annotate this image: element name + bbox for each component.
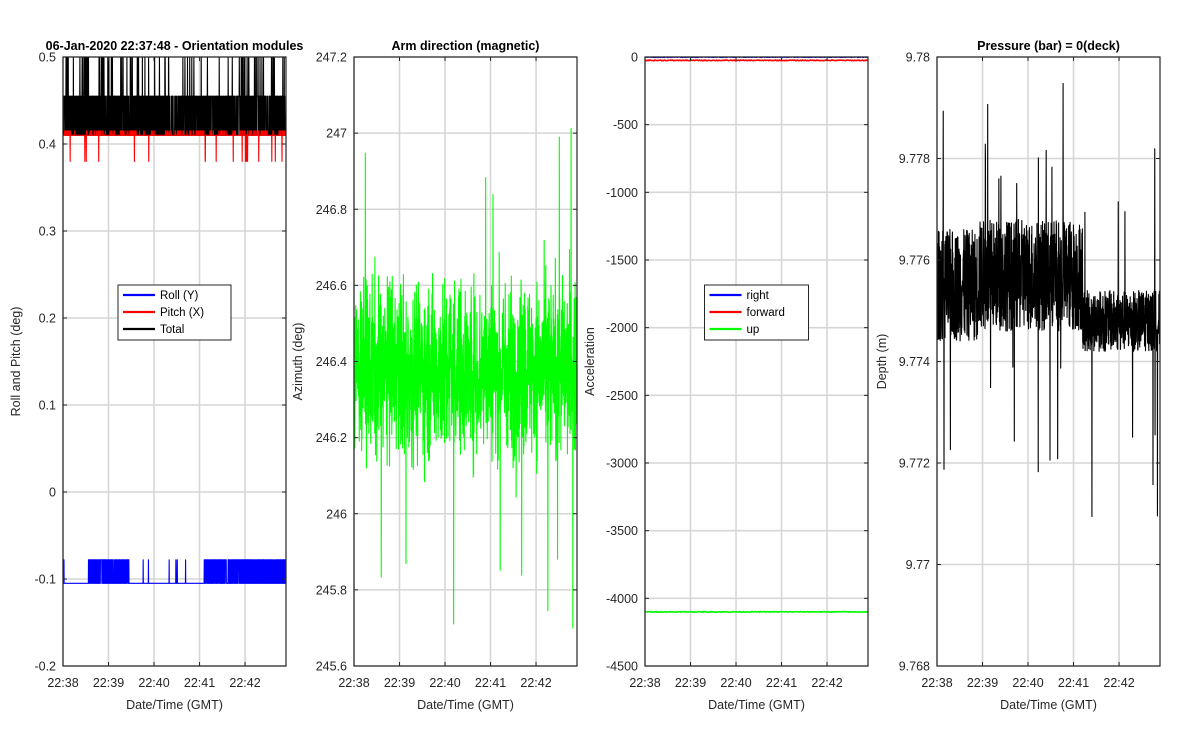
- x-tick-label: 22:41: [1058, 676, 1089, 690]
- y-tick-label: 0.5: [39, 51, 56, 65]
- y-tick-label: 9.772: [899, 457, 930, 471]
- y-tick-label: 246.8: [316, 203, 347, 217]
- x-tick-label: 22:40: [138, 676, 169, 690]
- axes-4: 22:38 22:39 22:40 22:41 22:42 9.768 9.77 9.772 9…: [875, 39, 1161, 712]
- data-group: [354, 127, 577, 629]
- y-tick-label: 246.4: [316, 355, 347, 369]
- y-tick-label: -4000: [606, 592, 638, 606]
- y-tick-label: 245.6: [316, 660, 347, 674]
- x-tick-label: 22:39: [93, 676, 124, 690]
- y-tick-label: -3000: [606, 457, 638, 471]
- x-tick-label: 22:38: [629, 676, 660, 690]
- plot-area: [645, 57, 868, 666]
- series-azimuth: [354, 127, 577, 629]
- y-tick-label: -3500: [606, 524, 638, 538]
- x-axis-label: Date/Time (GMT): [417, 698, 514, 712]
- legend-label: Pitch (X): [160, 307, 204, 319]
- x-tick-label: 22:39: [384, 676, 415, 690]
- y-tick-label: 247.2: [316, 51, 347, 65]
- x-axis-label: Date/Time (GMT): [126, 698, 223, 712]
- x-axis-label: Date/Time (GMT): [1000, 698, 1097, 712]
- data-group: [937, 82, 1160, 518]
- y-axis-label: Roll and Pitch (deg): [9, 307, 23, 417]
- y-tick-label: 247: [326, 127, 347, 141]
- legend-label: right: [747, 290, 770, 302]
- y-tick-label: 9.77: [906, 558, 930, 572]
- x-tick-label: 22:42: [1103, 676, 1134, 690]
- y-tick-label: 9.774: [899, 355, 930, 369]
- y-tick-label: 0: [49, 486, 56, 500]
- y-tick-label: -0.1: [34, 573, 56, 587]
- x-tick-label: 22:38: [47, 676, 78, 690]
- y-tick-label: 246.2: [316, 431, 347, 445]
- x-tick-label: 22:38: [338, 676, 369, 690]
- series-up: [645, 610, 868, 614]
- x-tick-label: 22:40: [1012, 676, 1043, 690]
- series-forward: [645, 59, 868, 62]
- y-tick-label: 9.78: [906, 51, 930, 65]
- legend-label: Total: [160, 324, 184, 336]
- x-tick-label: 22:39: [675, 676, 706, 690]
- y-tick-label: 0.4: [39, 138, 56, 152]
- axes-3: 22:38 22:39 22:40 22:41 22:42 -4500 -4000 -3500…: [583, 51, 869, 712]
- y-tick-label: 245.8: [316, 583, 347, 597]
- data-group: [63, 57, 286, 584]
- series-roll-y-: [63, 559, 286, 584]
- y-tick-label: 246.6: [316, 279, 347, 293]
- series-pitch-x-: [63, 130, 286, 162]
- y-tick-label: -2000: [606, 321, 638, 335]
- x-tick-label: 22:41: [766, 676, 797, 690]
- x-tick-label: 22:42: [811, 676, 842, 690]
- x-tick-label: 22:38: [921, 676, 952, 690]
- x-tick-label: 22:42: [229, 676, 260, 690]
- series-depth: [937, 82, 1160, 518]
- y-axis-label: Azimuth (deg): [291, 323, 305, 401]
- chart-title: Pressure (bar) = 0(deck): [977, 39, 1120, 53]
- y-tick-label: -4500: [606, 660, 638, 674]
- y-tick-label: 9.776: [899, 254, 930, 268]
- y-tick-label: 9.768: [899, 660, 930, 674]
- axes-box: [644, 56, 869, 667]
- y-tick-label: 0.2: [39, 312, 56, 326]
- y-tick-label: 0: [631, 51, 638, 65]
- legend-label: forward: [747, 307, 785, 319]
- y-tick-label: 9.778: [899, 152, 930, 166]
- axes-layer: 22:38 22:39 22:40 22:41 22:42 -0.2 -0.1 0 0.1 0.2…: [9, 39, 1161, 712]
- legend-label: Roll (Y): [160, 290, 199, 302]
- x-tick-label: 22:40: [720, 676, 751, 690]
- x-tick-label: 22:40: [429, 676, 460, 690]
- y-tick-label: -2500: [606, 389, 638, 403]
- x-tick-label: 22:41: [475, 676, 506, 690]
- y-tick-label: -500: [613, 118, 638, 132]
- x-axis-label: Date/Time (GMT): [708, 698, 805, 712]
- x-tick-label: 22:39: [967, 676, 998, 690]
- legend: Roll (Y) Pitch (X) Total: [117, 284, 232, 341]
- x-tick-label: 22:41: [184, 676, 215, 690]
- x-tick-label: 22:42: [520, 676, 551, 690]
- y-axis-label: Acceleration: [583, 327, 597, 396]
- y-tick-label: 246: [326, 507, 347, 521]
- y-tick-label: -1500: [606, 254, 638, 268]
- chart-title: Arm direction (magnetic): [392, 39, 540, 53]
- y-tick-label: 0.3: [39, 225, 56, 239]
- y-tick-label: -0.2: [34, 660, 56, 674]
- legend: right forward up: [704, 284, 809, 341]
- chart-title: 06-Jan-2020 22:37:48 - Orientation modul…: [46, 39, 304, 53]
- axes-1: 22:38 22:39 22:40 22:41 22:42 -0.2 -0.1 0 0.1 0.2…: [9, 39, 303, 712]
- legend-label: up: [747, 324, 760, 336]
- y-tick-label: 0.1: [39, 399, 56, 413]
- axes-2: 22:38 22:39 22:40 22:41 22:42 245.6 245.8 246 24…: [291, 39, 578, 712]
- axes-box: [62, 56, 287, 667]
- y-axis-label: Depth (m): [875, 334, 889, 390]
- y-tick-label: -1000: [606, 186, 638, 200]
